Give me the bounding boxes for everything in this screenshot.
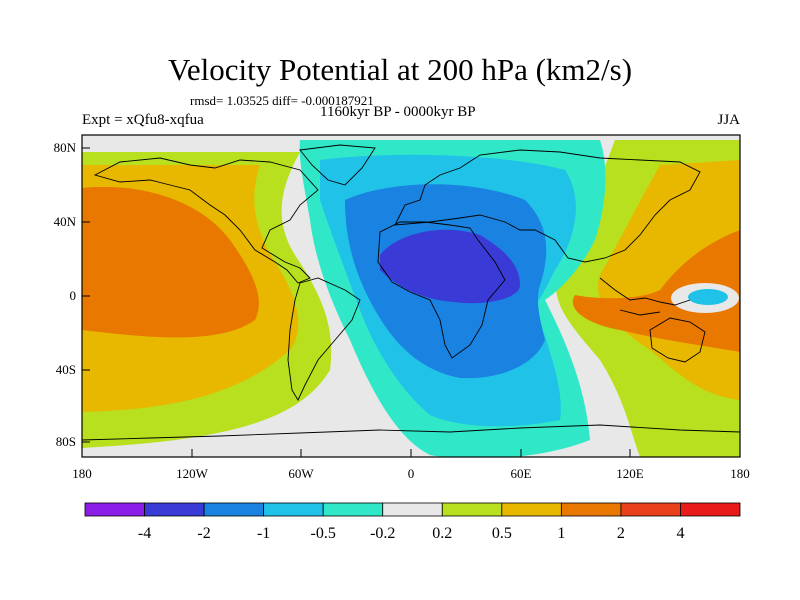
colorbar-label: 0.5 — [492, 525, 512, 542]
colorbar-swatch — [322, 502, 384, 517]
longitude-axis: 180 120W 60W 0 60E 120E 180 — [72, 449, 750, 481]
coast-africa — [377, 221, 506, 359]
colorbar-swatch — [382, 502, 443, 517]
lon-label: 60E — [511, 466, 532, 481]
colorbar-swatch — [560, 502, 622, 517]
lon-label: 120W — [176, 466, 209, 481]
field-pacific-east-pos3 — [572, 230, 740, 352]
colorbar-swatch — [203, 502, 265, 517]
lon-label: 180 — [730, 466, 750, 481]
colorbar-swatch — [620, 502, 681, 517]
colorbar: -4 -2 -1 -0.5 -0.2 0.2 0.5 1 2 4 — [84, 502, 741, 542]
lat-label: 80S — [56, 434, 76, 449]
lat-label: 0 — [70, 288, 77, 303]
colorbar-label: 1 — [557, 525, 565, 542]
coast-greenland — [299, 144, 376, 186]
coast-australia — [649, 317, 706, 363]
colorbar-label: 4 — [676, 525, 684, 542]
lon-label: 60W — [288, 466, 314, 481]
colorbar-label: -4 — [138, 525, 151, 542]
coast-eurasia — [394, 149, 701, 263]
period-label: 1160kyr BP - 0000kyr BP — [320, 104, 476, 120]
colorbar-swatch — [144, 502, 205, 517]
colorbar-label: 0.2 — [432, 525, 452, 542]
season-label: JJA — [717, 112, 740, 128]
experiment-label: Expt = xQfu8-xqfua — [82, 112, 204, 128]
coast-antarctica — [82, 424, 740, 441]
field-africa-neg3 — [380, 229, 520, 304]
colorbar-swatch — [501, 502, 562, 517]
coastlines — [82, 144, 740, 441]
colorbar-swatch — [441, 502, 503, 517]
coast-north-america — [93, 157, 319, 284]
colorbar-swatch — [84, 502, 145, 517]
chart-title: Velocity Potential at 200 hPa (km2/s) — [167, 52, 633, 87]
colorbar-swatch — [680, 502, 741, 517]
lon-label: 120E — [616, 466, 644, 481]
field-pacific-east-cyan — [688, 289, 728, 305]
colorbar-label: -0.5 — [311, 525, 336, 542]
coast-southeast-asia — [599, 277, 691, 316]
lon-label: 180 — [72, 466, 92, 481]
coast-south-america — [287, 277, 361, 401]
map-field — [82, 135, 740, 457]
colorbar-swatch — [263, 502, 324, 517]
latitude-axis: 80N 40N 0 40S 80S — [54, 140, 90, 449]
colorbar-label: -1 — [257, 525, 270, 542]
lat-label: 40N — [54, 214, 77, 229]
lat-label: 40S — [56, 362, 76, 377]
lat-label: 80N — [54, 140, 77, 155]
colorbar-label: -2 — [197, 525, 210, 542]
field-pacific-west-pos3 — [82, 186, 259, 338]
colorbar-label: -0.2 — [370, 525, 395, 542]
stats-text: rmsd= 1.03525 diff= -0.000187921 — [190, 93, 374, 108]
colorbar-label: 2 — [617, 525, 625, 542]
lon-label: 0 — [408, 466, 415, 481]
